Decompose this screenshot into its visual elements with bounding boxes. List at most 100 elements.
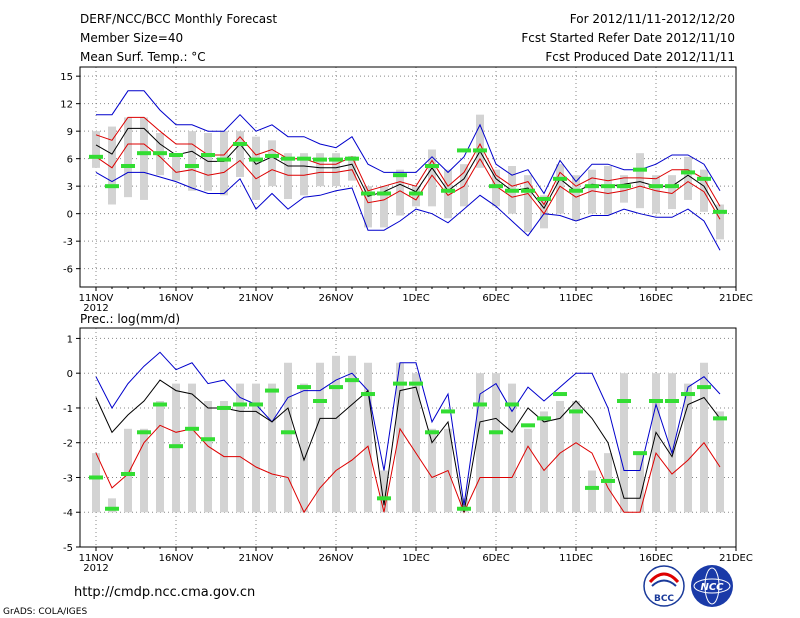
precip-observed-mark	[137, 430, 151, 435]
precip-spread-bar	[620, 373, 628, 513]
source-url[interactable]: http://cmdp.ncc.cma.gov.cn	[74, 585, 255, 600]
temp-observed-mark	[361, 191, 375, 196]
precip-observed-mark	[281, 430, 295, 435]
precip-spread-bar	[380, 470, 388, 513]
precip-spread-bar	[668, 373, 676, 513]
temp-p80-line	[95, 116, 721, 207]
temp-spread-bar	[604, 166, 612, 215]
temp-xtick-label: 1DEC	[402, 293, 429, 304]
precip-spread-bar	[300, 383, 308, 513]
precip-observed-mark	[249, 402, 263, 407]
ncc-logo-text: NCC	[700, 582, 724, 593]
precip-ytick-label: -1	[63, 404, 73, 415]
precip-spread-bar	[588, 470, 596, 513]
temp-p20-line	[95, 143, 721, 220]
temp-observed-mark	[281, 156, 295, 161]
temp-spread-bar	[172, 153, 180, 181]
precip-observed-mark	[713, 416, 727, 421]
temp-spread-bar	[652, 175, 660, 214]
precip-spread-bar	[156, 401, 164, 513]
temp-observed-mark	[713, 209, 727, 214]
temp-ytick-label: 12	[60, 100, 73, 111]
precip-observed-mark	[201, 437, 215, 442]
precip-axes: -5 -4 -3 -2 -1 0 1 11NOV 16NOV 21NOV 26NOV 1DEC 6DEC…	[63, 334, 753, 574]
precip-observed-mark	[265, 388, 279, 393]
temp-ytick-label: 9	[67, 127, 73, 138]
temp-observed-mark	[585, 184, 599, 189]
temp-observed-mark	[201, 153, 215, 157]
temp-spread-bar	[684, 156, 692, 200]
temp-observed-mark	[377, 191, 391, 196]
temp-observed-mark	[409, 191, 423, 196]
temp-spread-bar	[268, 140, 276, 187]
temp-ytick-label: 0	[67, 210, 73, 221]
temp-max-line	[96, 90, 721, 195]
temp-spread-bar	[636, 153, 644, 209]
precip-xtick-label: 6DEC	[482, 553, 509, 564]
precip-spread-bar	[252, 383, 260, 513]
temp-observed-mark	[425, 164, 439, 168]
temp-observed-mark	[121, 164, 135, 168]
precip-observed-mark	[121, 472, 135, 476]
precip-spread-bar	[364, 362, 372, 513]
temp-spread-bar	[524, 175, 532, 232]
precip-observed-mark	[537, 416, 551, 421]
precip-xtick-label: 16NOV	[159, 553, 194, 564]
precip-ytick-label: -3	[63, 473, 73, 484]
bcc-logo-ring	[643, 565, 685, 607]
precip-spread-bar	[700, 362, 708, 513]
precip-bars	[92, 355, 724, 513]
temp-spread-bar	[92, 131, 100, 168]
bcc-logo-arc	[648, 572, 680, 584]
temp-spread-bar	[140, 117, 148, 200]
temp-spread-bar	[540, 195, 548, 229]
precip-median-line	[95, 379, 721, 513]
temp-observed-mark	[697, 176, 711, 181]
precip-spread-bar	[236, 383, 244, 513]
precip-spread-bar	[524, 428, 532, 513]
temp-observed-mark	[649, 184, 663, 189]
temp-spread-bar	[364, 186, 372, 228]
precip-observed-mark	[457, 506, 471, 511]
precip-observed-mark	[585, 485, 599, 490]
temp-xtick-label: 21NOV	[239, 293, 274, 304]
precip-spread-bar	[412, 373, 420, 513]
temp-observed-mark	[457, 148, 471, 153]
precip-xtick-label: 21NOV	[239, 553, 274, 564]
precip-spread-bar	[124, 428, 132, 513]
temp-observed-mark	[473, 148, 487, 153]
ncc-logo-orbit2	[704, 567, 720, 605]
temp-observed-mark	[601, 184, 615, 189]
temp-spread-bar	[316, 153, 324, 187]
ncc-logo-orbit	[693, 578, 731, 594]
temp-min-line	[95, 171, 721, 251]
bcc-logo-arc2	[651, 579, 677, 587]
temp-observed-mark	[505, 188, 519, 193]
precip-spread-bar	[332, 355, 340, 513]
temp-spread-bar	[700, 169, 708, 212]
precip-xtick-label: 11DEC	[559, 553, 593, 564]
precip-spread-bar	[108, 498, 116, 513]
precip-spread-bar	[316, 362, 324, 513]
temp-observed-mark	[569, 188, 583, 193]
temp-year-label: 2012	[83, 303, 108, 314]
temp-observed-mark	[249, 157, 263, 162]
temp-spread-bar	[284, 153, 292, 199]
precip-ytick-label: -4	[63, 508, 73, 519]
temp-xtick-label: 26NOV	[319, 293, 354, 304]
temp-observed-mark	[617, 184, 631, 189]
temp-spread-bar	[588, 169, 596, 214]
precip-observed-mark	[425, 430, 439, 435]
temp-observed-mark	[553, 176, 567, 181]
temp-observed-mark	[169, 153, 183, 157]
precip-spread-bar	[492, 373, 500, 513]
temp-observed-mark	[537, 197, 551, 201]
temp-observed-mark	[345, 156, 359, 161]
temp-observed-mark	[297, 156, 311, 161]
temp-xtick-label: 16DEC	[639, 293, 673, 304]
temp-observed-mark	[137, 151, 151, 156]
temp-spread-bar	[620, 175, 628, 203]
precip-spread-bar	[284, 362, 292, 513]
